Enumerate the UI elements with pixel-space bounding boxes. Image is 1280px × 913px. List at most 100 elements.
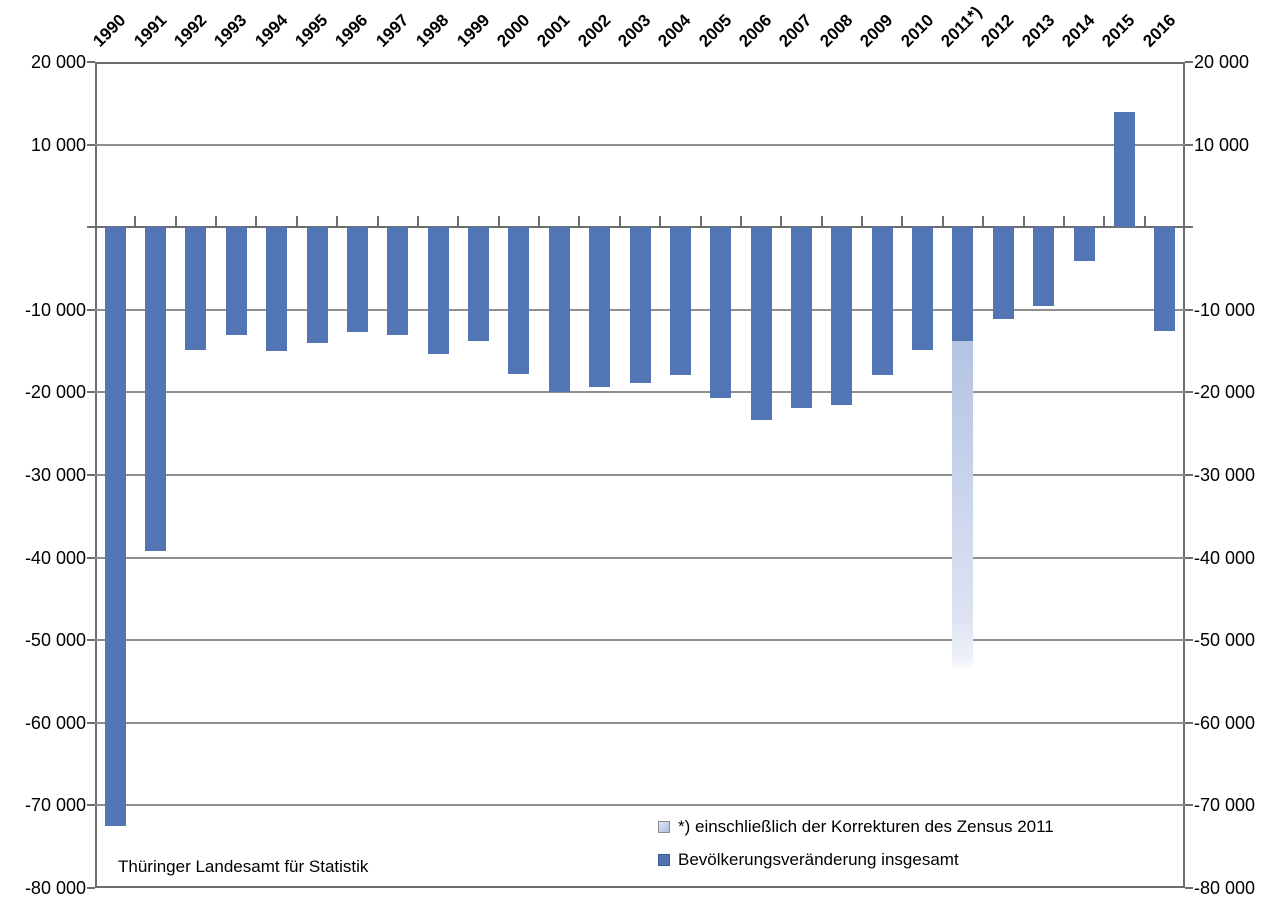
y-label-right--50000: -50 000 [1194,630,1256,651]
x-label-2009: 2009 [856,10,897,51]
x-label-1997: 1997 [372,10,413,51]
gridline--50000 [95,639,1185,642]
bar-1991 [145,227,167,551]
x-tick-14 [659,216,662,228]
x-tick-23 [1022,216,1025,228]
y-tick-right--20000 [1185,391,1193,394]
bar-2009 [871,227,893,376]
x-label-1992: 1992 [170,10,211,51]
legend-item-0: *) einschließlich der Korrekturen des Ze… [658,818,1054,835]
x-label-1991: 1991 [129,10,171,51]
x-label-2013: 2013 [1017,10,1059,51]
y-label-left--80000: -80 000 [24,878,86,898]
x-tick-19 [861,216,864,228]
bar-2005 [710,227,732,399]
x-tick-1 [134,216,137,228]
x-label-2006: 2006 [735,10,776,51]
y-label-left-20000: 20 000 [30,52,86,72]
legend-label-0: *) einschließlich der Korrekturen des Ze… [678,817,1054,836]
bar-2003 [629,227,651,384]
y-tick-left-20000 [87,61,95,63]
y-label-right--80000: -80 000 [1194,878,1256,898]
bar-2013 [1033,227,1055,307]
y-tick-left--40000 [87,556,95,559]
bar-2016 [1154,227,1176,332]
x-label-1990: 1990 [89,10,130,51]
gridline--60000 [95,721,1185,724]
x-tick-5 [295,216,298,228]
y-tick-right--50000 [1185,639,1193,642]
y-tick-left--80000 [87,887,95,889]
x-label-2014: 2014 [1058,10,1099,51]
x-tick-16 [739,216,742,228]
x-tick-11 [538,216,541,228]
x-label-2001: 2001 [533,10,574,51]
y-tick-left--30000 [87,474,95,476]
bar-2006 [750,227,772,421]
x-label-2000: 2000 [493,10,534,51]
bar-2002 [589,227,611,387]
y-tick-left--10000 [87,308,95,311]
y-tick-right-20000 [1185,61,1193,63]
x-tick-22 [982,216,985,228]
y-tick-left--20000 [87,391,95,394]
x-tick-13 [618,216,621,228]
x-label-1999: 1999 [452,10,493,51]
gridline--20000 [95,391,1185,394]
bar-1999 [468,227,490,342]
y-tick-right--40000 [1185,556,1193,559]
bar-1995 [306,227,328,343]
bar-2000 [508,227,530,375]
x-tick-3 [215,216,218,228]
gridline-10000 [95,143,1185,146]
bar-2015 [1113,111,1135,228]
x-tick-6 [336,216,339,228]
bar-1993 [225,227,247,335]
y-tick-right--80000 [1185,887,1193,889]
y-tick-right--60000 [1185,721,1193,724]
x-tick-7 [376,216,379,228]
gridline--30000 [95,474,1185,476]
y-label-right-20000: 20 000 [1194,52,1250,72]
y-label-left--60000: -60 000 [24,712,86,733]
y-label-right--30000: -30 000 [1194,465,1256,485]
y-label-left--10000: -10 000 [24,299,86,320]
x-label-1996: 1996 [331,10,372,51]
bar-2010 [912,227,934,351]
bar-2012 [992,227,1014,319]
y-tick-right-10000 [1185,143,1193,146]
y-tick-left--60000 [87,721,95,724]
y-label-left-10000: 10 000 [30,134,86,155]
bar-2004 [669,227,691,376]
bar-1998 [427,227,449,354]
y-tick-left-0 [87,226,95,229]
y-label-right--10000: -10 000 [1194,299,1256,320]
x-tick-12 [578,216,581,228]
y-tick-right--30000 [1185,474,1193,476]
y-label-right--40000: -40 000 [1194,547,1256,568]
bar-1994 [266,227,288,352]
bar-1990 [104,227,126,827]
x-tick-24 [1062,216,1065,228]
bar-2007 [790,227,812,409]
x-label-2004: 2004 [654,10,695,51]
x-tick-20 [901,216,904,228]
bar-1992 [185,227,207,351]
y-label-left--30000: -30 000 [24,465,86,485]
x-tick-18 [820,216,823,228]
x-tick-17 [780,216,783,228]
source-label: Thüringer Landesamt für Statistik [118,857,369,876]
y-tick-right--70000 [1185,804,1193,807]
y-label-right--60000: -60 000 [1194,712,1256,733]
legend-swatch-census-icon [658,820,670,833]
y-tick-right-0 [1185,226,1193,229]
x-tick-26 [1143,216,1146,228]
y-label-right-10000: 10 000 [1194,134,1250,155]
x-label-1998: 1998 [412,10,453,51]
x-label-2003: 2003 [614,10,655,51]
gridline--40000 [95,556,1185,559]
x-tick-10 [497,216,500,228]
y-label-left--70000: -70 000 [24,795,86,816]
x-label-2002: 2002 [573,10,615,51]
